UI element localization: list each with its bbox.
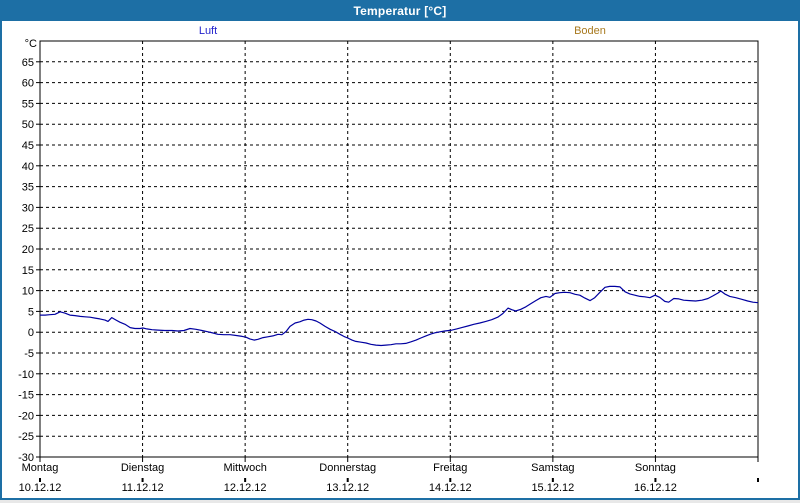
svg-text:13.12.12: 13.12.12: [326, 482, 369, 494]
legend-boden-label[interactable]: Boden: [574, 25, 606, 37]
svg-text:-30: -30: [18, 452, 34, 464]
temperature-line-luft: [40, 285, 759, 347]
svg-text:20: 20: [22, 244, 34, 256]
svg-text:40: 40: [22, 161, 34, 173]
svg-text:Mittwoch: Mittwoch: [223, 462, 266, 474]
svg-text:65: 65: [22, 57, 34, 69]
svg-text:Donnerstag: Donnerstag: [319, 462, 376, 474]
svg-text:°C: °C: [25, 38, 37, 50]
svg-text:Sonntag: Sonntag: [635, 462, 676, 474]
svg-text:-5: -5: [24, 348, 34, 360]
svg-text:10.12.12: 10.12.12: [19, 482, 62, 494]
svg-text:5: 5: [28, 306, 34, 318]
svg-text:15: 15: [22, 265, 34, 277]
temperature-chart: °C -30 -25 -20 -15 -10 -5 0 5 10 15 20 25 30 35 40 45 50 5…: [18, 38, 759, 494]
svg-text:0: 0: [28, 327, 34, 339]
svg-text:55: 55: [22, 98, 34, 110]
svg-text:30: 30: [22, 202, 34, 214]
svg-text:Freitag: Freitag: [433, 462, 467, 474]
svg-text:12.12.12: 12.12.12: [224, 482, 267, 494]
svg-text:11.12.12: 11.12.12: [122, 482, 164, 494]
svg-text:-25: -25: [18, 431, 34, 443]
gridlines: [40, 41, 758, 457]
y-axis-unit-label: °C: [25, 38, 37, 50]
legend-luft-label[interactable]: Luft: [198, 25, 218, 37]
svg-text:14.12.12: 14.12.12: [429, 482, 472, 494]
x-axis-labels: Montag 10.12.12 Dienstag 11.12.12 Mittwoch 12…: [19, 457, 759, 494]
svg-text:25: 25: [22, 223, 34, 235]
y-axis-labels: -30 -25 -20 -15 -10 -5 0 5 10 15 20 25 30 35 40 45 50 55 6…: [18, 57, 40, 464]
window-title: Temperatur [°C]: [353, 4, 447, 18]
svg-text:Montag: Montag: [22, 462, 59, 474]
svg-text:35: 35: [22, 182, 34, 194]
svg-text:Samstag: Samstag: [531, 462, 574, 474]
svg-text:45: 45: [22, 140, 34, 152]
svg-text:-15: -15: [18, 390, 34, 402]
svg-text:Dienstag: Dienstag: [121, 462, 164, 474]
svg-text:10: 10: [22, 286, 34, 298]
svg-text:-10: -10: [18, 369, 34, 381]
svg-text:50: 50: [22, 119, 34, 131]
chart-area: Luft Boden °C -30 -25 -20 -15 -10 -5 0 5 10 15 20 25…: [2, 21, 798, 498]
svg-text:-20: -20: [18, 410, 34, 422]
svg-text:15.12.12: 15.12.12: [531, 482, 574, 494]
title-bar: Temperatur [°C]: [2, 2, 798, 21]
plot-border: [39, 40, 759, 458]
svg-text:16.12.12: 16.12.12: [634, 482, 677, 494]
svg-text:60: 60: [22, 78, 34, 90]
